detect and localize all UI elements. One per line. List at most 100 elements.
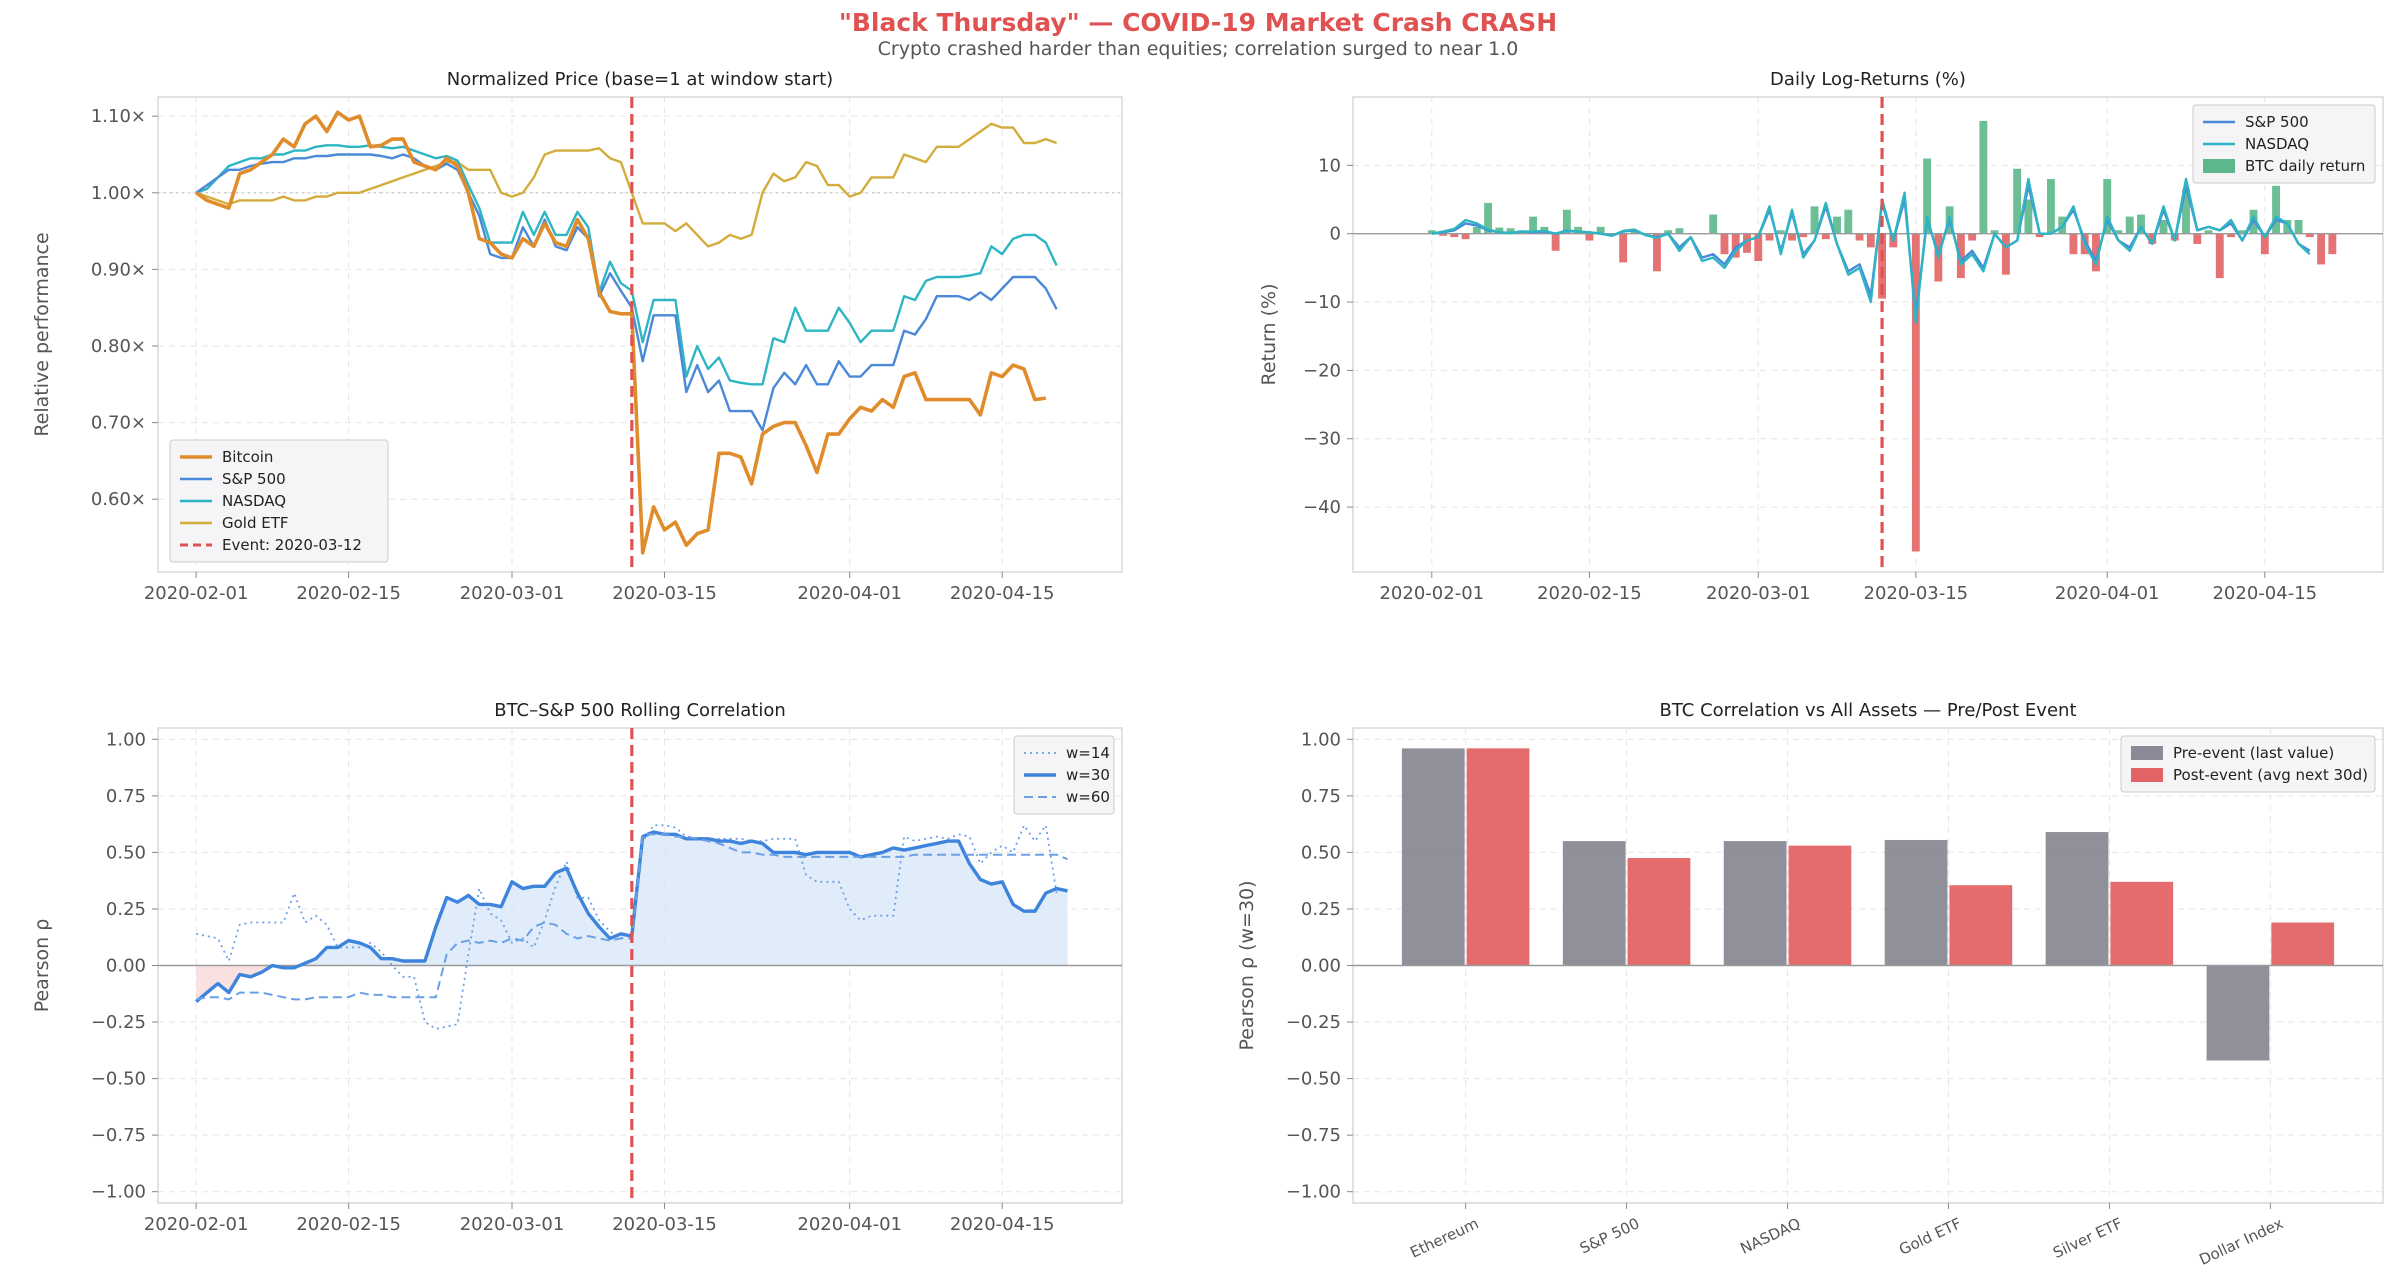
btc-return-bar xyxy=(1709,214,1718,234)
positive-fill xyxy=(871,852,883,966)
btc-return-bar xyxy=(2328,233,2337,255)
positive-fill xyxy=(435,897,447,966)
legend-label: w=60 xyxy=(1066,788,1110,806)
btc-return-bar xyxy=(1866,233,1875,248)
x-tick-label: 2020-03-15 xyxy=(1864,583,1969,604)
positive-fill xyxy=(533,886,545,966)
positive-fill xyxy=(751,841,763,966)
btc-return-bar xyxy=(1472,226,1481,234)
positive-fill xyxy=(512,881,523,966)
post-event-bar xyxy=(2271,922,2335,966)
y-tick-label: 0.00 xyxy=(106,956,146,977)
btc-return-bar xyxy=(1551,233,1560,251)
btc-return-bar xyxy=(1799,233,1808,238)
pre-post-panel: −1.00 −0.75 −0.50 −0.25 0.00 0.25 0.50 0.75 1.00… xyxy=(1236,700,2384,1269)
negative-fill xyxy=(207,965,218,993)
pre-event-bar xyxy=(2206,965,2270,1061)
btc-return-bar xyxy=(2114,230,2123,234)
btc-return-bar xyxy=(2046,179,2055,234)
positive-fill xyxy=(653,832,665,966)
y-tick-label: 0 xyxy=(1330,224,1341,245)
pre-event-bar xyxy=(1401,748,1465,966)
btc-return-bar xyxy=(1731,233,1740,258)
y-tick-label: −40 xyxy=(1303,497,1341,518)
positive-fill xyxy=(479,904,491,966)
btc-return-bar xyxy=(2125,216,2134,234)
y-tick-label: −0.75 xyxy=(1286,1125,1341,1146)
positive-fill xyxy=(969,863,981,966)
x-tick-label: 2020-03-01 xyxy=(460,1214,565,1235)
legend-label: S&P 500 xyxy=(222,470,286,488)
series-line-dotted xyxy=(195,824,1058,1030)
positive-fill xyxy=(697,838,709,966)
legend-label: Pre-event (last value) xyxy=(2173,744,2334,762)
positive-fill xyxy=(740,841,752,966)
btc-return-bar xyxy=(1495,227,1504,234)
x-tick-label: 2020-02-15 xyxy=(296,583,401,604)
pre-event-bar xyxy=(2045,832,2109,966)
btc-return-bar xyxy=(1923,158,1932,234)
y-tick-label: 1.00× xyxy=(91,183,146,204)
y-tick-label: 0.25 xyxy=(106,899,146,920)
btc-return-bar xyxy=(1664,230,1673,234)
y-tick-label: −0.75 xyxy=(91,1125,146,1146)
btc-return-bar xyxy=(1484,202,1493,234)
y-tick-label: 1.00 xyxy=(1301,729,1341,750)
positive-fill xyxy=(664,834,676,966)
legend-swatch-post xyxy=(2131,768,2163,782)
y-tick-label: 0.50 xyxy=(106,842,146,863)
legend-label: Post-event (avg next 30d) xyxy=(2173,766,2368,784)
y-tick-label: 1.00 xyxy=(106,729,146,750)
positive-fill xyxy=(958,841,970,966)
legend-box xyxy=(169,439,389,563)
legend-label: Bitcoin xyxy=(222,448,273,466)
x-tick-label: Gold ETF xyxy=(1896,1214,1964,1258)
positive-fill xyxy=(1034,893,1046,966)
y-axis-label: Pearson ρ xyxy=(31,919,53,1013)
positive-fill xyxy=(708,838,719,966)
positive-fill xyxy=(762,843,774,966)
y-tick-label: 0.25 xyxy=(1301,899,1341,920)
y-tick-label: 10 xyxy=(1318,155,1341,176)
post-event-bar xyxy=(1788,845,1852,966)
legend-label: BTC daily return xyxy=(2245,157,2365,175)
btc-return-bar xyxy=(1754,233,1763,262)
positive-fill xyxy=(610,933,621,966)
positive-fill xyxy=(686,838,698,966)
btc-return-bar xyxy=(1979,120,1988,234)
positive-fill xyxy=(381,958,393,966)
positive-fill xyxy=(817,852,828,966)
btc-return-bar xyxy=(1821,233,1830,240)
btc-return-bar xyxy=(2305,233,2314,238)
pre-event-bar xyxy=(1884,839,1948,966)
positive-fill xyxy=(522,886,534,966)
x-tick-label: 2020-02-15 xyxy=(1537,583,1642,604)
y-tick-label: 1.10× xyxy=(91,106,146,127)
btc-return-bar xyxy=(2283,220,2292,234)
series-line-nasdaq xyxy=(1431,177,2311,324)
legend-box xyxy=(2192,104,2376,184)
btc-return-bar xyxy=(1461,233,1470,240)
y-tick-label: 0.80× xyxy=(91,336,146,357)
btc-return-bar xyxy=(1911,233,1920,552)
positive-fill xyxy=(468,895,480,966)
btc-return-bar xyxy=(1878,233,1887,299)
panel-title: Daily Log-Returns (%) xyxy=(1770,69,1966,90)
positive-fill xyxy=(1045,888,1057,966)
negative-fill xyxy=(217,965,229,993)
y-tick-label: −10 xyxy=(1303,292,1341,313)
returns-panel: −40 −30 −20 −10 0 10 2020-02-01 2020-02-15 2020-… xyxy=(1258,69,2384,604)
btc-return-bar xyxy=(1776,230,1785,234)
x-tick-label: 2020-02-01 xyxy=(144,583,249,604)
positive-fill xyxy=(773,852,785,966)
x-tick-label: 2020-02-15 xyxy=(296,1214,401,1235)
positive-fill xyxy=(457,895,469,966)
btc-return-bar xyxy=(1720,233,1729,255)
positive-fill xyxy=(784,852,796,966)
y-axis-label: Relative performance xyxy=(31,232,53,436)
btc-return-bar xyxy=(1596,226,1605,234)
btc-return-bar xyxy=(2092,233,2100,272)
positive-fill xyxy=(795,852,807,966)
legend-swatch-pre xyxy=(2131,746,2163,760)
positive-fill xyxy=(860,854,872,966)
